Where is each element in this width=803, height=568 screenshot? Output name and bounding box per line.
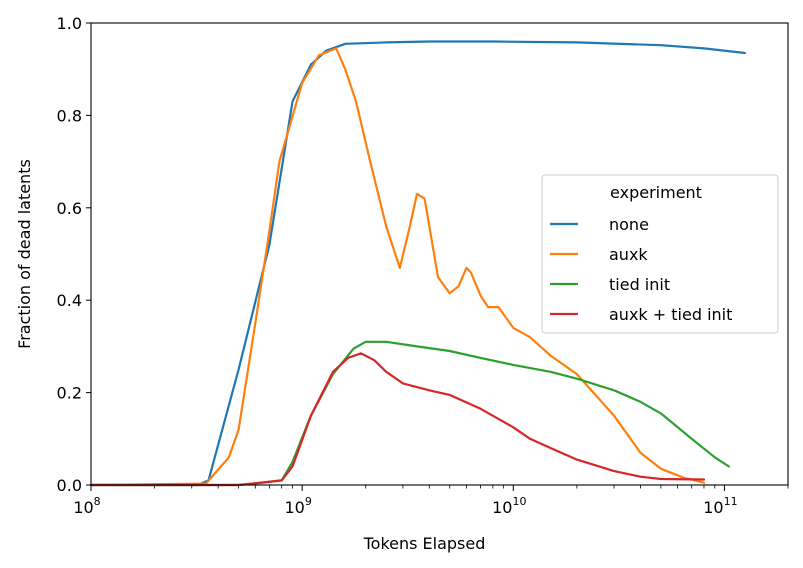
x-tick-base: 10 xyxy=(73,498,93,517)
y-axis-label: Fraction of dead latents xyxy=(15,159,34,349)
x-tick-exponent: 10 xyxy=(512,495,526,508)
legend-label: none xyxy=(609,215,649,234)
x-tick-label: 109 xyxy=(284,495,311,517)
plot-frame xyxy=(90,22,789,486)
legend-label: tied init xyxy=(609,275,670,294)
x-tick-base: 10 xyxy=(703,498,723,517)
y-tick-label: 0.4 xyxy=(57,291,82,310)
y-tick-label: 0.2 xyxy=(57,384,82,403)
y-tick-label: 0.6 xyxy=(57,199,82,218)
series-line-auxk-tied-init xyxy=(89,352,706,487)
x-tick-base: 10 xyxy=(284,498,304,517)
series-line-none xyxy=(89,40,746,487)
y-tick-label: 0.8 xyxy=(57,106,82,125)
x-tick-exponent: 9 xyxy=(305,495,312,508)
legend-label: auxk + tied init xyxy=(609,305,732,324)
legend-label: auxk xyxy=(609,245,648,264)
legend-title: experiment xyxy=(610,183,702,202)
y-tick-label: 0.0 xyxy=(57,476,82,495)
x-tick-exponent: 11 xyxy=(724,495,738,508)
x-tick-label: 1011 xyxy=(703,495,737,517)
series-layer xyxy=(89,40,746,487)
legend-box xyxy=(541,174,779,334)
y-tick-label: 1.0 xyxy=(57,14,82,33)
series-line-tied-init xyxy=(89,340,730,487)
x-tick-label: 1010 xyxy=(492,495,526,517)
series-line-auxk xyxy=(89,47,706,487)
x-tick-label: 108 xyxy=(73,495,100,517)
x-axis-label: Tokens Elapsed xyxy=(363,534,486,553)
legend: experiment none auxk tied init auxk + tied i… xyxy=(541,174,779,334)
x-tick-base: 10 xyxy=(492,498,512,517)
x-tick-exponent: 8 xyxy=(94,495,101,508)
